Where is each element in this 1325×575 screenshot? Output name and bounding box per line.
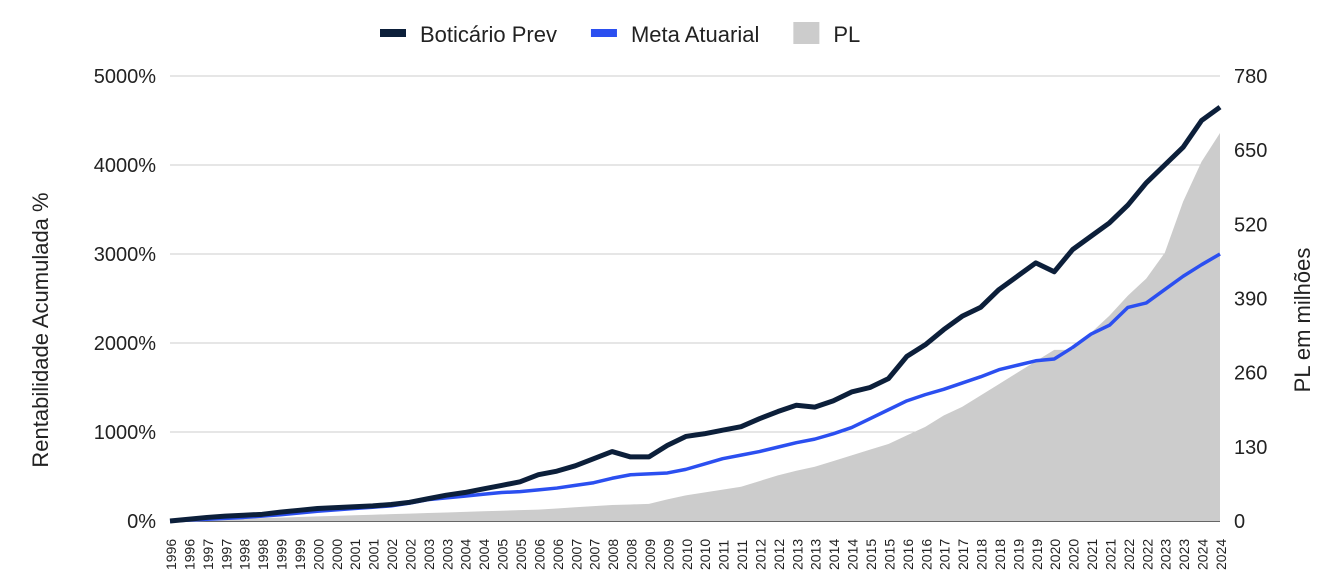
x-tick-label: 2023 <box>1176 539 1192 570</box>
x-tick-label: 2011 <box>734 540 750 570</box>
x-tick-label: 2019 <box>1010 539 1026 570</box>
x-tick-label: 2003 <box>439 539 455 570</box>
x-tick-label: 2005 <box>513 539 529 570</box>
y2-tick-label: 0 <box>1234 511 1245 533</box>
x-tick-label: 2017 <box>937 539 953 570</box>
x-tick-label: 2003 <box>421 539 437 570</box>
y2-tick-label: 650 <box>1234 140 1267 162</box>
x-tick-label: 2012 <box>752 539 768 570</box>
x-tick-label: 2018 <box>992 539 1008 570</box>
y2-tick-label: 260 <box>1234 363 1267 385</box>
x-tick-label: 2010 <box>697 539 713 570</box>
x-tick-label: 2006 <box>550 539 566 570</box>
x-tick-label: 2014 <box>826 539 842 570</box>
x-tick-label: 2011 <box>716 540 732 570</box>
x-tick-label: 2012 <box>771 539 787 570</box>
x-tick-label: 2021 <box>1084 539 1100 570</box>
x-tick-label: 2007 <box>587 539 603 570</box>
x-tick-label: 2021 <box>1102 539 1118 570</box>
x-tick-label: 2010 <box>679 539 695 570</box>
x-tick-label: 2014 <box>845 539 861 570</box>
x-tick-label: 2002 <box>402 539 418 570</box>
y-tick-label: 3000% <box>94 244 156 266</box>
x-tick-label: 2006 <box>531 539 547 570</box>
x-tick-label: 2000 <box>310 539 326 570</box>
legend-label: Meta Atuarial <box>631 22 759 47</box>
y-tick-label: 1000% <box>94 422 156 444</box>
y2-tick-label: 390 <box>1234 289 1267 311</box>
x-tick-label: 1996 <box>181 539 197 570</box>
legend-label: Boticário Prev <box>420 22 557 47</box>
x-tick-label: 2013 <box>808 539 824 570</box>
x-tick-label: 2022 <box>1121 539 1137 570</box>
legend-swatch <box>380 29 406 37</box>
x-tick-label: 2005 <box>495 539 511 570</box>
x-tick-label: 2009 <box>660 539 676 570</box>
x-tick-label: 2009 <box>642 539 658 570</box>
x-tick-label: 2023 <box>1158 539 1174 570</box>
x-tick-label: 2020 <box>1047 539 1063 570</box>
x-tick-label: 2008 <box>624 539 640 570</box>
x-tick-label: 2013 <box>789 539 805 570</box>
x-tick-label: 2024 <box>1195 539 1211 570</box>
x-tick-label: 2018 <box>974 539 990 570</box>
y-axis-label: Rentabilidade Acumulada % <box>28 192 53 467</box>
x-tick-label: 2007 <box>568 539 584 570</box>
y-tick-label: 4000% <box>94 155 156 177</box>
x-tick-label: 1998 <box>237 539 253 570</box>
legend-label: PL <box>833 22 860 47</box>
x-tick-label: 2002 <box>384 539 400 570</box>
legend-swatch <box>590 29 617 37</box>
x-tick-label: 2001 <box>366 539 382 570</box>
area <box>170 133 1220 522</box>
y-tick-label: 2000% <box>94 333 156 355</box>
x-tick-label: 2020 <box>1066 539 1082 570</box>
legend-swatch <box>793 22 820 44</box>
x-tick-label: 2004 <box>458 539 474 570</box>
x-tick-label: 2019 <box>1029 539 1045 570</box>
x-tick-label: 2016 <box>900 539 916 570</box>
x-tick-label: 2016 <box>918 539 934 570</box>
x-tick-label: 1996 <box>163 539 179 570</box>
x-tick-label: 2015 <box>863 539 879 570</box>
x-tick-label: 2004 <box>476 539 492 570</box>
x-tick-label: 2001 <box>347 539 363 570</box>
x-tick-label: 2022 <box>1139 539 1155 570</box>
x-tick-label: 1999 <box>292 539 308 570</box>
y2-tick-label: 780 <box>1234 66 1267 88</box>
x-tick-label: 2000 <box>329 539 345 570</box>
x-tick-label: 1999 <box>274 539 290 570</box>
y2-tick-label: 130 <box>1234 437 1267 459</box>
x-tick-label: 1997 <box>200 539 216 570</box>
y-tick-label: 5000% <box>94 66 156 88</box>
x-tick-label: 2015 <box>881 539 897 570</box>
y-tick-label: 0% <box>127 511 156 533</box>
line <box>169 105 1222 524</box>
x-tick-label: 2024 <box>1213 539 1229 570</box>
x-tick-label: 1997 <box>218 539 234 570</box>
y2-axis-label: PL em milhões <box>1290 248 1315 393</box>
x-tick-label: 2008 <box>605 539 621 570</box>
y2-tick-label: 520 <box>1234 214 1267 236</box>
x-tick-label: 1998 <box>255 539 271 570</box>
x-tick-label: 2017 <box>955 539 971 570</box>
